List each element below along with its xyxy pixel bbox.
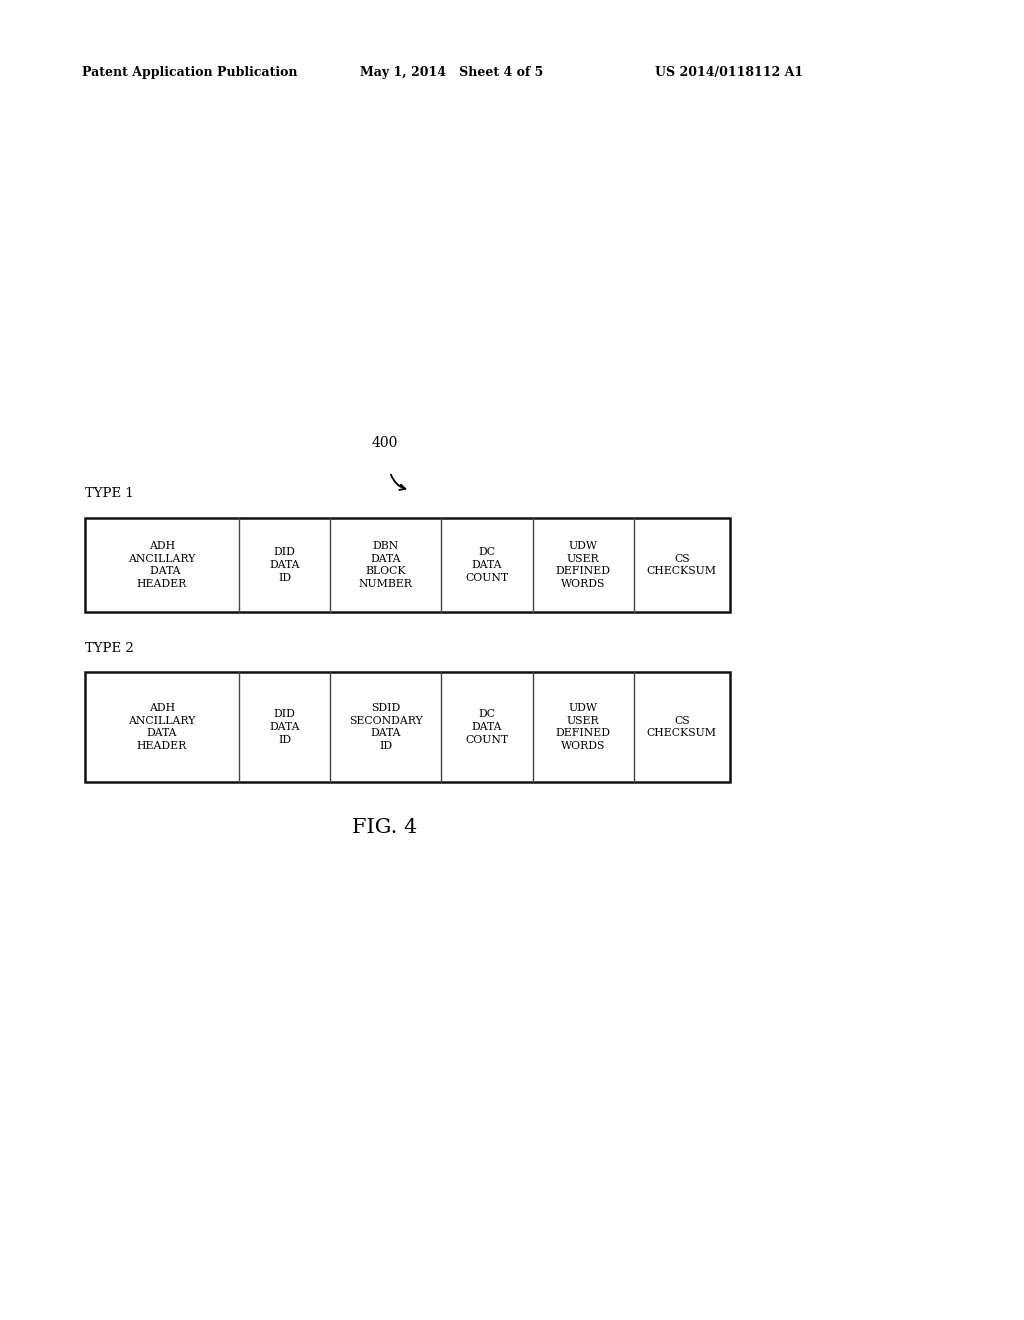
- Text: DID
DATA
ID: DID DATA ID: [269, 709, 300, 744]
- Text: FIG. 4: FIG. 4: [352, 818, 418, 837]
- Text: DC
DATA
COUNT: DC DATA COUNT: [465, 548, 509, 583]
- Text: DC
DATA
COUNT: DC DATA COUNT: [465, 709, 509, 744]
- Text: US 2014/0118112 A1: US 2014/0118112 A1: [655, 66, 803, 78]
- Text: DBN
DATA
BLOCK
NUMBER: DBN DATA BLOCK NUMBER: [358, 541, 413, 589]
- Text: CS
CHECKSUM: CS CHECKSUM: [647, 553, 717, 577]
- Text: TYPE 2: TYPE 2: [85, 642, 134, 655]
- Text: May 1, 2014   Sheet 4 of 5: May 1, 2014 Sheet 4 of 5: [360, 66, 544, 78]
- Text: 400: 400: [372, 436, 398, 450]
- Text: UDW
USER
DEFINED
WORDS: UDW USER DEFINED WORDS: [556, 702, 610, 751]
- Text: DID
DATA
ID: DID DATA ID: [269, 548, 300, 583]
- Text: CS
CHECKSUM: CS CHECKSUM: [647, 715, 717, 738]
- Text: TYPE 1: TYPE 1: [85, 487, 134, 500]
- Bar: [85, 672, 730, 781]
- Text: ADH
ANCILLARY
  DATA
HEADER: ADH ANCILLARY DATA HEADER: [128, 541, 196, 589]
- Text: Patent Application Publication: Patent Application Publication: [82, 66, 298, 78]
- Text: SDID
SECONDARY
DATA
ID: SDID SECONDARY DATA ID: [349, 702, 423, 751]
- Text: ADH
ANCILLARY
DATA
HEADER: ADH ANCILLARY DATA HEADER: [128, 702, 196, 751]
- Bar: [85, 517, 730, 612]
- Text: UDW
USER
DEFINED
WORDS: UDW USER DEFINED WORDS: [556, 541, 610, 589]
